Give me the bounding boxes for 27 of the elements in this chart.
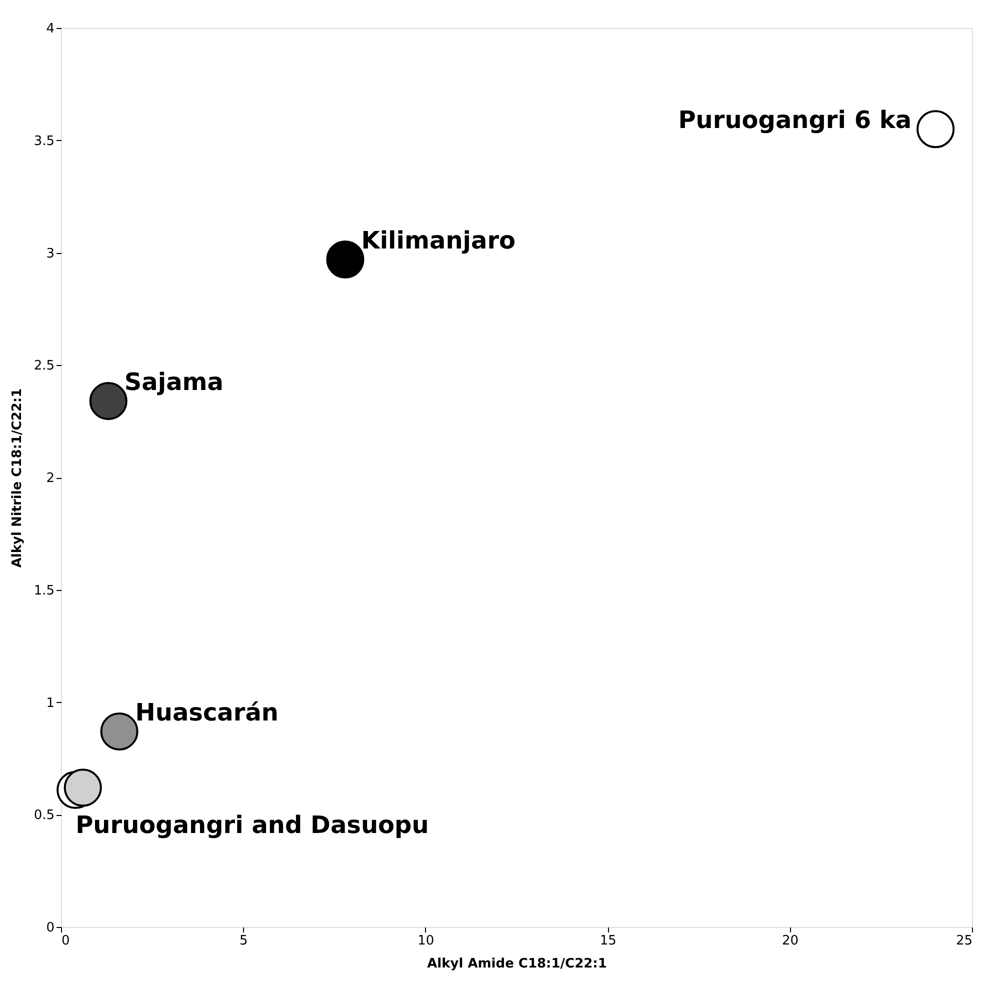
annotation: Puruogangri and Dasuopu — [76, 810, 429, 839]
x-axis-title: Alkyl Amide C18:1/C22:1 — [427, 956, 607, 972]
point — [326, 240, 364, 278]
annotation: Huascarán — [135, 698, 279, 726]
point — [100, 712, 138, 750]
y-tick-label: 3 — [46, 246, 54, 262]
y-tick-label: 1.5 — [34, 583, 54, 598]
y-tick-label: 1 — [46, 696, 54, 711]
point — [89, 382, 128, 420]
point — [916, 110, 955, 148]
y-tick-label: 0 — [46, 920, 54, 936]
y-tick-label: 4 — [46, 22, 54, 36]
x-tick-label: 25 — [956, 934, 972, 948]
annotation: Sajama — [124, 368, 224, 396]
y-tick-label: 0.5 — [34, 808, 54, 824]
y-tick-label: 3.5 — [34, 134, 54, 149]
point — [64, 768, 102, 807]
y-tick-label: 2.5 — [34, 358, 54, 374]
x-tick-label: 0 — [62, 934, 70, 948]
x-tick-label: 20 — [782, 934, 799, 948]
y-tick-label: 2 — [46, 471, 54, 486]
x-tick-label: 5 — [240, 934, 248, 948]
x-tick-label: 10 — [418, 934, 434, 948]
x-tick-label: 15 — [600, 934, 616, 948]
annotation: Kilimanjaro — [361, 226, 516, 254]
annotation: Puruogangri 6 ka — [678, 106, 912, 134]
y-axis-title: Alkyl Nitrile C18:1/C22:1 — [10, 388, 25, 568]
